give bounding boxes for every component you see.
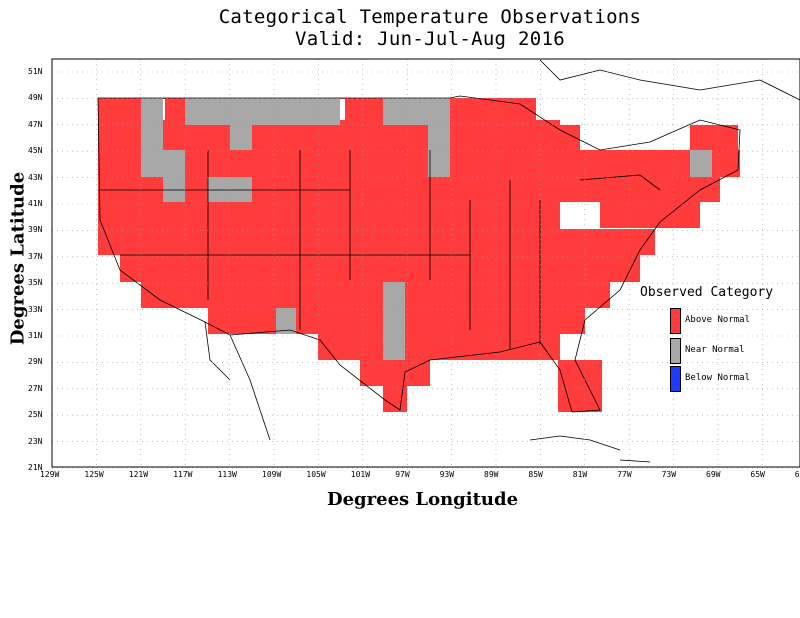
lon-tick-label: 125W <box>84 470 104 479</box>
lon-tick-label: 97W <box>395 470 410 479</box>
lon-tick-label: 129W <box>40 470 60 479</box>
lon-tick-label: 85W <box>528 470 543 479</box>
lat-tick-label: 41N <box>28 199 43 208</box>
lat-tick-label: 21N <box>28 463 43 472</box>
state-borders <box>97 59 800 463</box>
lat-tick-label: 25N <box>28 410 43 420</box>
legend-label-above: Above Normal <box>685 315 751 325</box>
lat-tick-label: 35N <box>28 278 43 288</box>
lat-tick-label: 33N <box>28 304 43 314</box>
lon-tick-label: 73W <box>661 470 677 479</box>
lon-tick-label: 89W <box>484 470 499 479</box>
lat-tick-label: 45N <box>28 146 43 156</box>
chart-title: Categorical Temperature Observations <box>218 6 642 28</box>
lon-tick-label: 69W <box>706 470 721 479</box>
lat-tick-label: 31N <box>28 331 43 340</box>
legend-label-below: Below Normal <box>685 373 751 383</box>
lat-tick-label: 27N <box>28 383 43 393</box>
legend-label-near: Near Normal <box>685 345 745 355</box>
category-grid <box>98 98 740 412</box>
lon-tick-label: 101W <box>350 470 371 479</box>
gridlines <box>51 59 800 469</box>
lon-tick-label: 65W <box>750 470 765 479</box>
lat-tick-label: 29N <box>28 357 43 367</box>
lat-tick-label: 43N <box>28 172 43 182</box>
lat-tick-label: 51N <box>28 67 43 76</box>
lon-tick-label: 81W <box>572 470 588 479</box>
plot-frame <box>51 58 800 468</box>
lon-tick-label: 121W <box>128 470 149 479</box>
lat-tick-label: 23N <box>28 436 43 446</box>
legend-title: Observed Category <box>640 285 774 300</box>
lat-tick-label: 49N <box>28 93 43 103</box>
lon-tick-label: 105W <box>306 470 326 479</box>
lon-tick-label: 109W <box>262 470 282 479</box>
legend-swatch-below <box>670 366 681 392</box>
lon-tick-label: 93W <box>439 470 455 479</box>
lon-tick-label: 117W <box>173 470 193 479</box>
legend-swatch-near <box>670 338 681 364</box>
chart-subtitle: Valid: Jun-Jul-Aug 2016 <box>295 28 565 50</box>
lat-tick-label: 37N <box>28 251 43 261</box>
lon-tick-label: 113W <box>217 470 237 479</box>
x-axis-label: Degrees Longitude <box>327 489 519 510</box>
lon-tick-label: 77W <box>617 470 632 479</box>
legend-swatch-above <box>670 308 681 334</box>
lat-tick-label: 47N <box>28 119 43 129</box>
lat-tick-label: 39N <box>28 225 43 235</box>
lon-tick-label: 61W <box>794 470 800 479</box>
